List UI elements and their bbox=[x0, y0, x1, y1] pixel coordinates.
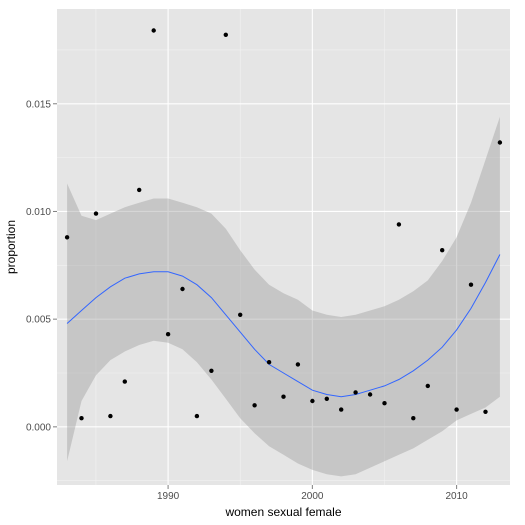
data-point bbox=[425, 383, 430, 389]
y-tick-label: 0.000 bbox=[26, 422, 51, 433]
data-point bbox=[165, 332, 171, 337]
data-point bbox=[440, 248, 445, 253]
data-point bbox=[497, 140, 503, 145]
y-tick-label: 0.015 bbox=[26, 99, 51, 110]
data-point bbox=[266, 360, 272, 365]
data-point bbox=[353, 390, 358, 395]
data-point bbox=[324, 396, 329, 401]
data-point bbox=[180, 286, 185, 292]
x-axis-ticks: 1990 2000 2010 bbox=[157, 485, 468, 502]
grid-minor bbox=[57, 9, 510, 485]
data-points bbox=[64, 28, 503, 421]
data-point bbox=[367, 392, 373, 397]
plot-panel bbox=[57, 9, 510, 485]
data-point bbox=[151, 28, 156, 33]
confidence-ribbon bbox=[67, 116, 500, 477]
smooth-line bbox=[66, 254, 501, 398]
data-point bbox=[281, 394, 286, 399]
data-point bbox=[382, 401, 387, 406]
data-point bbox=[454, 407, 459, 412]
grid-major bbox=[57, 9, 510, 485]
data-point bbox=[396, 222, 402, 227]
data-point bbox=[310, 398, 315, 404]
data-point bbox=[64, 235, 70, 240]
data-point bbox=[468, 282, 474, 287]
x-tick-label: 1990 bbox=[157, 491, 180, 502]
x-tick-label: 2010 bbox=[445, 491, 468, 502]
data-point bbox=[108, 413, 113, 419]
data-point bbox=[79, 416, 84, 421]
data-point bbox=[483, 409, 488, 414]
data-point bbox=[295, 362, 301, 367]
y-tick-label: 0.005 bbox=[26, 315, 51, 326]
data-point bbox=[223, 32, 228, 37]
data-point bbox=[411, 416, 416, 421]
y-axis-ticks: 0.000 0.005 0.010 0.015 bbox=[26, 99, 57, 433]
x-axis-title: women sexual female bbox=[224, 505, 341, 519]
y-tick-label: 0.010 bbox=[26, 207, 51, 218]
x-tick-label: 2000 bbox=[301, 491, 324, 502]
data-point bbox=[238, 312, 243, 317]
data-point bbox=[122, 379, 128, 384]
data-point bbox=[93, 211, 99, 216]
data-point bbox=[339, 407, 344, 412]
data-point bbox=[252, 403, 257, 408]
data-point bbox=[137, 187, 142, 193]
data-point bbox=[209, 368, 214, 373]
data-point bbox=[194, 413, 200, 419]
y-axis-title: proportion bbox=[4, 220, 18, 274]
